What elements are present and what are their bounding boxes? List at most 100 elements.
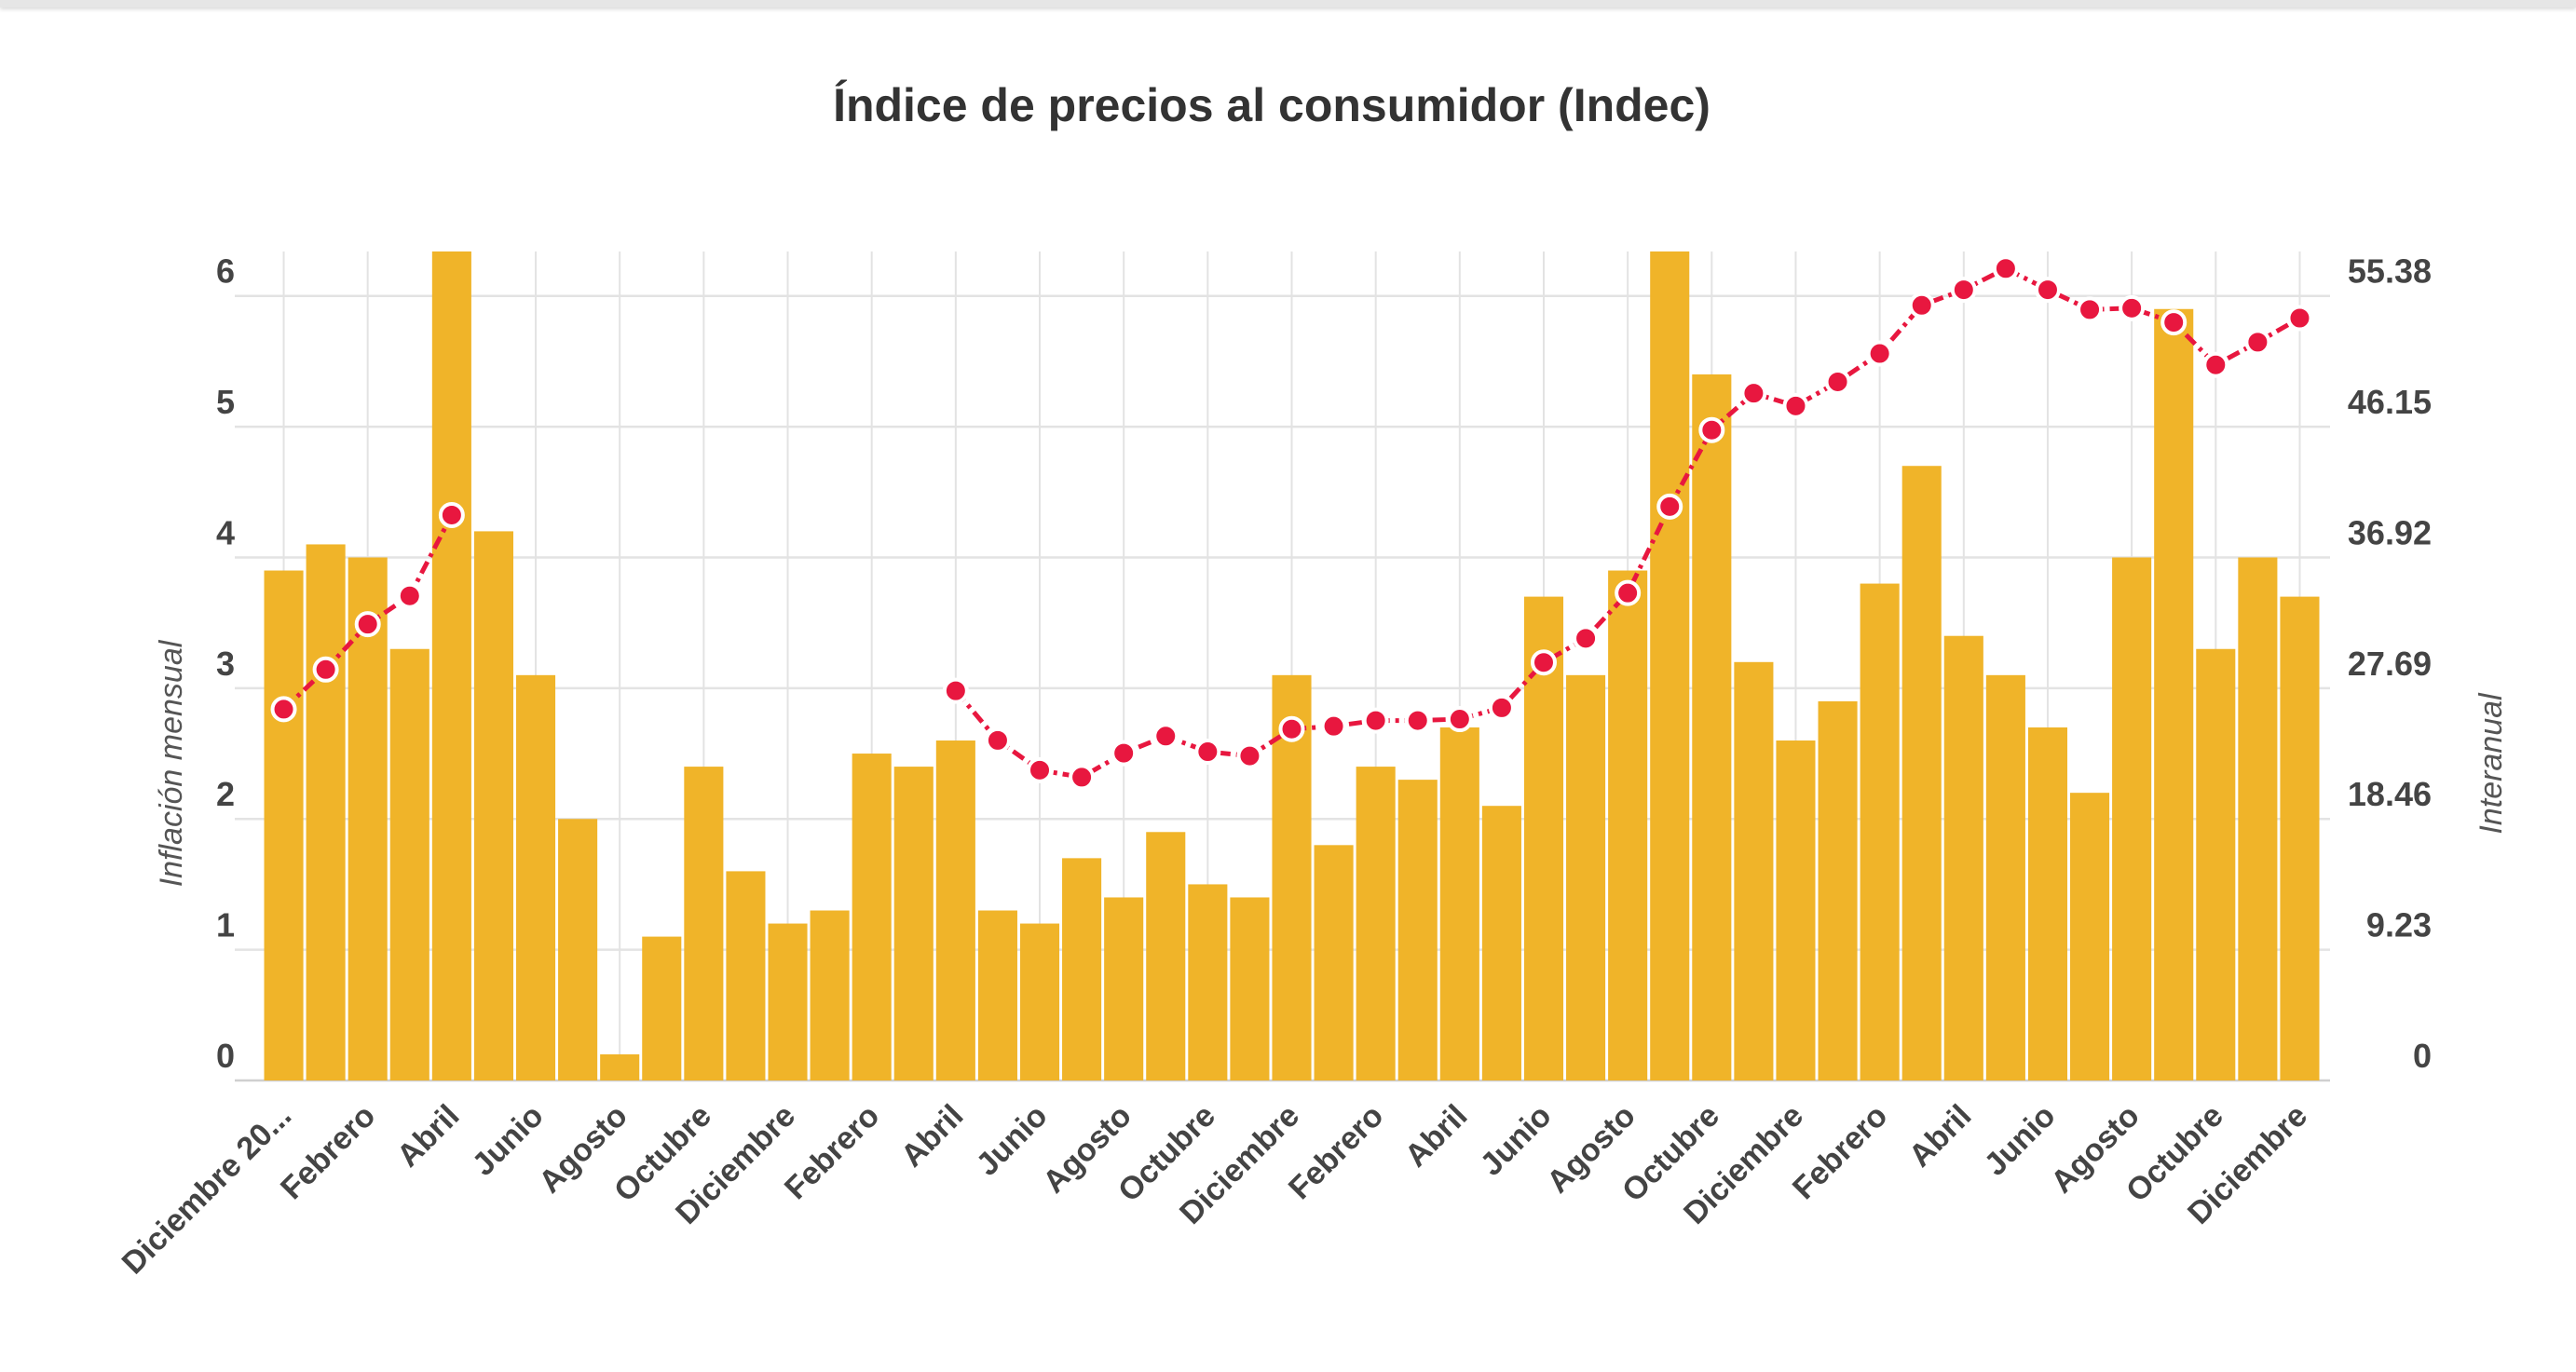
y-tick-left: 3 [216, 645, 235, 683]
line-point[interactable] [984, 727, 1011, 754]
bar[interactable] [726, 871, 766, 1080]
bar[interactable] [1230, 897, 1270, 1080]
line-point[interactable] [396, 582, 423, 609]
bar[interactable] [1901, 466, 1942, 1080]
bar[interactable] [1692, 374, 1732, 1081]
y-tick-left: 6 [216, 252, 235, 291]
bar[interactable] [977, 910, 1017, 1080]
bar[interactable] [768, 923, 808, 1080]
bar[interactable] [600, 1053, 640, 1080]
line-point[interactable] [1530, 649, 1557, 676]
bar[interactable] [1566, 674, 1606, 1080]
line-point[interactable] [2160, 309, 2188, 336]
bar[interactable] [431, 251, 471, 1080]
line-point[interactable] [2286, 305, 2313, 332]
y-tick-right: 9.23 [2366, 906, 2432, 944]
line-point[interactable] [438, 501, 465, 528]
bar[interactable] [2027, 727, 2068, 1080]
y-tick-right: 18.46 [2348, 775, 2432, 813]
line-point[interactable] [1908, 292, 1935, 319]
x-tick-label: Abril [1398, 1098, 1475, 1175]
bar[interactable] [1985, 674, 2025, 1080]
bar[interactable] [810, 910, 850, 1080]
bar[interactable] [1272, 674, 1312, 1080]
bar[interactable] [1146, 832, 1186, 1080]
bars [264, 251, 2320, 1081]
bar[interactable] [1104, 897, 1144, 1080]
line-point[interactable] [1488, 694, 1515, 721]
bar[interactable] [348, 557, 388, 1080]
bar[interactable] [1860, 583, 1900, 1080]
line-point[interactable] [1404, 707, 1431, 734]
line-point[interactable] [312, 656, 339, 683]
line-point[interactable] [942, 677, 969, 704]
line-point[interactable] [1615, 579, 1642, 606]
bar[interactable] [1608, 570, 1648, 1080]
line-point[interactable] [1111, 740, 1138, 767]
line-point[interactable] [1152, 723, 1179, 750]
bar[interactable] [1356, 767, 1396, 1080]
line-point[interactable] [270, 696, 297, 723]
line-point[interactable] [2034, 277, 2061, 304]
line-point[interactable] [2202, 351, 2229, 378]
line-point[interactable] [1698, 416, 1725, 443]
bar[interactable] [515, 674, 556, 1080]
line-point[interactable] [1027, 756, 1054, 783]
line-point[interactable] [1236, 742, 1263, 769]
bar[interactable] [1818, 700, 1858, 1080]
x-tick-label: Febrero [1786, 1098, 1894, 1206]
line-point[interactable] [2244, 329, 2271, 356]
line-point[interactable] [1866, 340, 1893, 367]
bar[interactable] [264, 570, 304, 1080]
line-point[interactable] [1656, 493, 1683, 520]
bar[interactable] [852, 754, 892, 1080]
line-point[interactable] [1740, 380, 1767, 407]
line-point[interactable] [1069, 764, 1096, 791]
bar[interactable] [2196, 648, 2236, 1080]
bar[interactable] [642, 936, 682, 1080]
line-point[interactable] [1950, 277, 1977, 304]
bar[interactable] [1943, 635, 1983, 1080]
bar[interactable] [1019, 923, 1060, 1080]
x-tick-label: Febrero [274, 1098, 382, 1206]
line-point[interactable] [1278, 715, 1305, 742]
line-point[interactable] [1194, 739, 1221, 766]
bar[interactable] [684, 767, 724, 1080]
y-tick-right: 36.92 [2348, 513, 2432, 551]
line-point[interactable] [2077, 296, 2104, 323]
bar[interactable] [1776, 740, 1816, 1080]
bar[interactable] [2070, 793, 2110, 1080]
bar[interactable] [306, 544, 346, 1080]
bar[interactable] [935, 740, 975, 1080]
line-point[interactable] [1782, 392, 1809, 419]
bar[interactable] [1439, 727, 1479, 1080]
line-point[interactable] [1446, 706, 1473, 733]
bar[interactable] [1481, 806, 1521, 1080]
bar[interactable] [2280, 596, 2320, 1080]
top-toolbar-strip [0, 0, 2576, 7]
bar[interactable] [2154, 308, 2194, 1080]
line-point[interactable] [354, 611, 381, 638]
line-point[interactable] [1824, 368, 1851, 395]
line-point[interactable] [1362, 707, 1389, 734]
line-point[interactable] [1992, 255, 2019, 282]
line-point[interactable] [1573, 625, 1600, 652]
bar[interactable] [389, 648, 429, 1080]
y-tick-right: 27.69 [2348, 645, 2432, 683]
bar[interactable] [893, 767, 934, 1080]
bar[interactable] [558, 819, 598, 1080]
bar[interactable] [1650, 251, 1690, 1080]
bar[interactable] [473, 531, 513, 1080]
bar[interactable] [2238, 557, 2278, 1080]
bar[interactable] [1734, 661, 1774, 1080]
bar[interactable] [1062, 858, 1102, 1080]
line-point[interactable] [2119, 294, 2146, 321]
line-point[interactable] [1320, 713, 1347, 740]
bar[interactable] [1188, 884, 1228, 1080]
x-tick-label: Febrero [1282, 1098, 1390, 1206]
bar[interactable] [2112, 557, 2152, 1080]
bar[interactable] [1397, 780, 1438, 1080]
y-tick-right: 46.15 [2348, 383, 2432, 421]
bar[interactable] [1314, 845, 1354, 1080]
